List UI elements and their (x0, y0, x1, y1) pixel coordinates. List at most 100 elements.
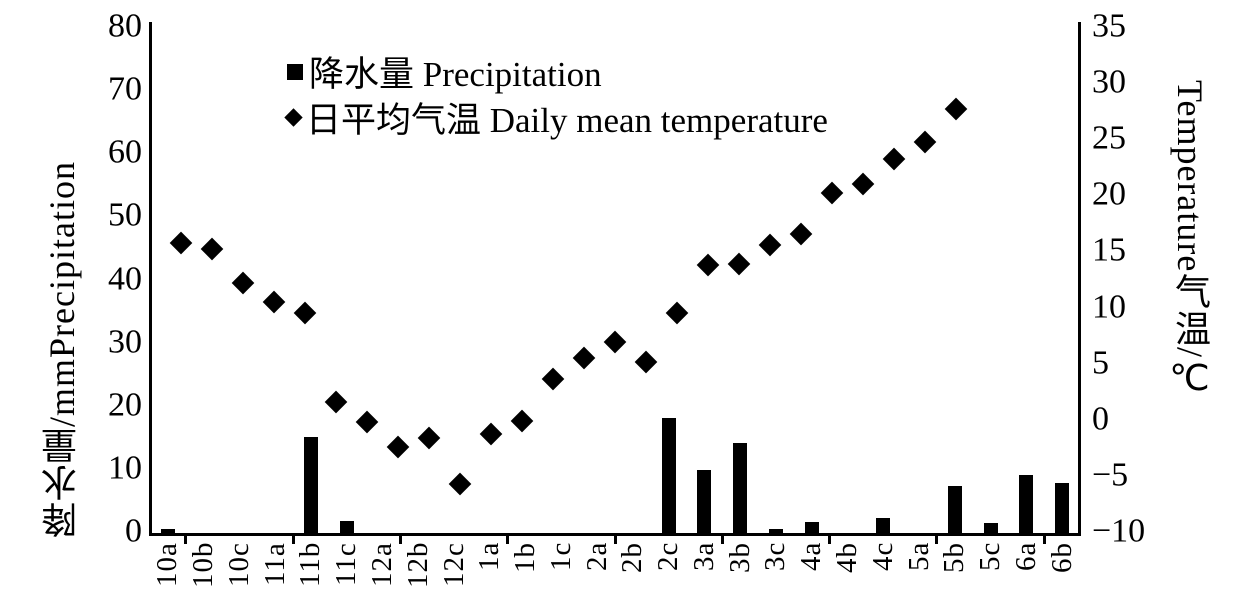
x-axis-category-label: 5c (974, 542, 1007, 572)
x-axis-category-label: 10c (222, 542, 255, 587)
right-axis-tick-label: −5 (1092, 456, 1129, 494)
temperature-point-5a (820, 181, 844, 205)
x-axis-tick-mark (935, 536, 939, 544)
temperature-point-11a (262, 290, 286, 314)
precipitation-bar-2c (661, 418, 676, 533)
x-axis-category-label: 10a (151, 542, 184, 587)
temperature-point-10b (200, 237, 224, 261)
right-axis-tick-label: 35 (1092, 7, 1126, 45)
left-axis-title-cn: 降水量/mm (42, 358, 82, 539)
legend-item-precipitation: 降水量 Precipitation (287, 46, 602, 97)
right-axis-title: Temperature 气温/℃ (1142, 30, 1238, 450)
x-axis-tick-mark (291, 536, 295, 544)
right-axis-tick-label: 20 (1092, 175, 1126, 213)
temperature-point-1b (479, 422, 503, 446)
temperature-point-12b (386, 435, 410, 458)
temperature-point-1c (510, 409, 534, 433)
right-axis-tick-label: 0 (1092, 400, 1109, 438)
temperature-point-5c (882, 147, 906, 171)
precipitation-bar-3b (733, 443, 748, 533)
right-axis-tick-label: 5 (1092, 344, 1109, 382)
temperature-point-2b (572, 346, 596, 370)
x-axis-category-label: 2b (616, 542, 649, 573)
precipitation-bar-3c (768, 529, 783, 533)
temperature-point-12c (417, 426, 441, 449)
x-axis-tick-mark (506, 536, 510, 544)
right-axis-tick-label: 25 (1092, 119, 1126, 157)
temperature-point-11c (324, 390, 348, 414)
precipitation-bar-11c (339, 521, 354, 533)
x-axis-category-label: 1c (544, 542, 577, 572)
temperature-point-1a (448, 472, 472, 495)
right-axis-title-en: Temperature (1170, 80, 1210, 273)
temperature-point-4c (789, 223, 813, 246)
right-axis-tick-label: 10 (1092, 288, 1126, 326)
temperature-point-3c (696, 253, 720, 277)
legend-label-temperature: 日平均气温 Daily mean temperature (306, 101, 828, 140)
legend-label-precipitation: 降水量 Precipitation (309, 55, 602, 94)
legend-item-temperature: 日平均气温 Daily mean temperature (284, 92, 828, 143)
right-axis-tick-label: 30 (1092, 63, 1126, 101)
x-axis-tick-mark (720, 536, 724, 544)
left-axis-tick-label: 40 (108, 259, 142, 297)
x-axis-tick-mark (184, 536, 188, 544)
temperature-point-6b (944, 97, 968, 121)
precipitation-bar-5b (947, 486, 962, 533)
x-axis-category-label: 6b (1045, 542, 1078, 573)
filled-diamond-icon (284, 108, 303, 127)
x-axis-category-label: 5b (938, 542, 971, 573)
temperature-point-10a (169, 232, 193, 255)
precipitation-bar-6b (1055, 482, 1070, 533)
right-axis-tick-label: −10 (1092, 512, 1146, 550)
x-axis-category-label: 4a (795, 542, 828, 572)
left-axis-tick-label: 30 (108, 323, 142, 361)
x-axis-category-label: 3b (723, 542, 756, 573)
left-axis-tick-label: 0 (125, 512, 142, 550)
right-axis-line (1078, 22, 1081, 536)
temperature-point-2c (603, 330, 627, 354)
temperature-point-11b (293, 301, 317, 325)
x-axis-category-label: 12b (401, 542, 434, 589)
precipitation-bar-3a (697, 469, 712, 533)
x-axis-category-label: 5a (902, 542, 935, 572)
x-axis-category-label: 6a (1009, 542, 1042, 572)
left-axis-tick-label: 20 (108, 386, 142, 424)
x-axis-category-label: 12c (437, 542, 470, 587)
temperature-point-5b (851, 172, 875, 196)
x-axis-category-label: 4c (866, 542, 899, 572)
precipitation-bar-11b (303, 437, 318, 533)
temperature-point-12a (355, 410, 379, 434)
precipitation-bar-6a (1019, 474, 1034, 533)
left-axis-line (149, 22, 152, 536)
filled-square-icon (287, 63, 303, 80)
temperature-point-2a (541, 367, 565, 391)
temperature-point-3a (634, 351, 658, 374)
x-axis-tick-mark (398, 536, 402, 544)
left-axis-title-en: Precipitation (42, 161, 82, 359)
precipitation-bar-10a (160, 529, 175, 533)
x-axis-category-label: 1b (509, 542, 542, 573)
temperature-point-6a (913, 131, 937, 154)
left-axis-tick-label: 70 (108, 70, 142, 108)
bottom-axis-line (149, 533, 1081, 536)
x-axis-tick-mark (1042, 536, 1046, 544)
x-axis-category-label: 1a (473, 542, 506, 572)
right-axis-title-cn: 气温/℃ (1170, 272, 1210, 400)
left-axis-tick-label: 10 (108, 449, 142, 487)
temperature-point-4a (727, 252, 751, 275)
left-axis-tick-label: 50 (108, 196, 142, 234)
precipitation-bar-4a (804, 522, 819, 533)
x-axis-category-label: 10b (187, 542, 220, 589)
x-axis-category-label: 11c (330, 542, 363, 586)
x-axis-tick-mark (613, 536, 617, 544)
x-axis-category-label: 11b (294, 542, 327, 588)
right-axis-tick-label: 15 (1092, 231, 1126, 269)
x-axis-category-label: 12a (366, 542, 398, 587)
temperature-point-10c (231, 271, 255, 295)
temperature-point-4b (758, 233, 782, 256)
x-axis-category-label: 4b (831, 542, 863, 573)
temperature-point-3b (665, 301, 689, 325)
x-axis-category-label: 2a (580, 542, 613, 572)
x-axis-category-label: 3c (759, 542, 792, 572)
